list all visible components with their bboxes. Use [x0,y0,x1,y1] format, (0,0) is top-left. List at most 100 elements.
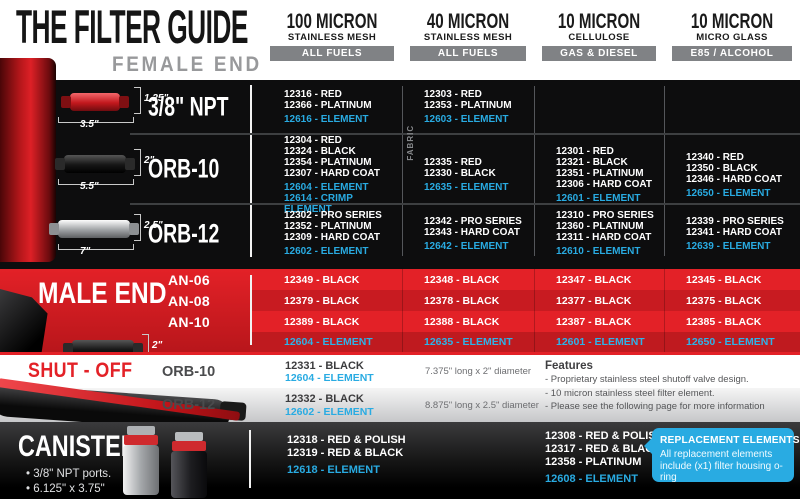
part-cell: 12379 - BLACK [262,290,402,311]
part-cell: 12349 - BLACK [262,269,402,290]
shutoff-parts: 12331 - BLACK 12604 - ELEMENT [285,359,374,384]
micron-label: 100 MICRON [286,10,378,33]
dim-height-label: 1.25" [144,92,169,104]
element-numbers: 12602 - ELEMENT [284,246,369,257]
an-row-label: AN-06 [168,271,210,288]
part-cell: 12375 - BLACK [664,290,800,311]
part-numbers: 12339 - PRO SERIES 12341 - HARD COAT [686,215,784,238]
filter-cylinder [49,219,139,238]
part-numbers: 12342 - PRO SERIES 12343 - HARD COAT [424,215,522,238]
micron-label: 40 MICRON [426,10,510,33]
red-filter-photo [0,58,56,262]
dim-bracket-h [58,179,134,185]
element-numbers: 12635 - ELEMENT [424,182,509,193]
shutoff-parts: 12332 - BLACK 12602 - ELEMENT [285,393,374,418]
dim-width-label: 3.5" [80,118,99,130]
row-label: ORB-10 [148,153,220,184]
fuel-badge: ALL FUELS [409,46,527,61]
part-numbers: 12310 - PRO SERIES 12360 - PLATINUM 1231… [556,210,654,243]
element-number: 12650 - ELEMENT [686,336,775,348]
part-number: 12375 - BLACK [686,294,762,307]
shutoff-row-label: ORB-12 [162,397,216,413]
canister-section: CANISTER 3/8" NPT ports. 6.125" x 3.75" … [0,422,800,499]
part-number: 12332 - BLACK [285,392,364,405]
column-header-40-micron: 40 MICRON STAINLESS MESH ALL FUELS [402,10,534,61]
part-number: 12345 - BLACK [686,273,762,286]
part-cell: 12316 - RED 12366 - PLATINUM 12616 - ELE… [262,80,402,133]
canister-mesh-cell: 12318 - RED & POLISH 12319 - RED & BLACK… [287,434,406,477]
part-numbers: 12304 - RED 12324 - BLACK 12354 - PLATIN… [284,135,380,179]
part-numbers: 12318 - RED & POLISH 12319 - RED & BLACK [287,434,406,459]
part-numbers: 12302 - PRO SERIES 12352 - PLATINUM 1230… [284,210,382,243]
row-divider [130,133,800,135]
filter-cylinder [61,92,129,111]
dim-width-label: 5.5" [80,181,99,192]
canister-bullet: 6.125" x 3.75" [26,483,104,495]
dim-height-label: 2.5" [144,219,163,231]
part-number: 12347 - BLACK [556,273,632,286]
part-cell-empty [664,80,800,133]
element-numbers: 12603 - ELEMENT [424,113,509,125]
part-number: 12385 - BLACK [686,315,762,328]
features-title: Features [545,360,593,372]
part-cell: 12340 - RED 12350 - BLACK 12346 - HARD C… [664,135,800,215]
element-numbers: 12642 - ELEMENT [424,240,509,252]
element-numbers: 12618 - ELEMENT [287,464,380,476]
part-number: 12389 - BLACK [284,315,360,328]
element-numbers: 12601 - ELEMENT [556,193,641,204]
shutoff-row-label: ORB-10 [162,363,216,380]
part-cell: 12378 - BLACK [402,290,534,311]
shutoff-label: SHUT - OFF [28,359,133,382]
element-numbers: 12610 - ELEMENT [556,246,641,257]
part-cell: 12388 - BLACK [402,311,534,332]
column-divider [402,86,403,256]
callout-body: All replacement elements include (x1) fi… [660,449,783,483]
label-column-divider [249,430,251,488]
filter-cylinder [55,155,135,173]
part-numbers: 12340 - RED 12350 - BLACK 12346 - HARD C… [686,151,782,185]
element-numbers: 12604 - ELEMENT 12614 - CRIMP ELEMENT [284,182,369,215]
part-numbers: 12335 - RED 12330 - BLACK [424,157,496,179]
male-left-panel: MALE END 2" 5.5" [0,269,250,352]
an-row-label: AN-08 [168,292,210,309]
element-cell: 12650 - ELEMENT [664,332,800,352]
part-number: 12378 - BLACK [424,294,500,307]
part-number: 12349 - BLACK [284,273,360,286]
shutoff-row-orb10: ORB-10 12331 - BLACK 12604 - ELEMENT 7.3… [0,355,800,388]
dim-height-label: 2" [144,155,155,166]
element-numbers: 12650 - ELEMENT [686,187,771,199]
filter-cylinder [63,340,143,352]
element-number: 12635 - ELEMENT [424,336,513,348]
part-cell: 12385 - BLACK [664,311,800,332]
shutoff-section: ORB-10 12331 - BLACK 12604 - ELEMENT 7.3… [0,352,800,422]
orb12-filter-image: 2.5" 7" [49,211,163,257]
row-divider [130,203,800,205]
dim-bracket-v [134,149,141,176]
features-block: Features - Proprietary stainless steel s… [545,360,765,414]
male-filter-image: 2" 5.5" [58,331,170,352]
part-cell: 12342 - PRO SERIES 12343 - HARD COAT 126… [402,205,534,262]
table-row-npt: 1.25" 3.5" 3/8" NPT 12316 - RED 12366 - … [0,80,800,160]
dim-bracket-h [58,243,134,250]
element-number: 12601 - ELEMENT [556,336,645,348]
element-numbers: 12608 - ELEMENT [545,473,638,485]
part-cell: 12335 - RED 12330 - BLACK 12635 - ELEMEN… [402,135,534,215]
features-list: - Proprietary stainless steel shutoff va… [545,374,765,412]
part-number: 12387 - BLACK [556,315,632,328]
element-numbers: 12639 - ELEMENT [686,240,771,252]
column-header-10-micron-cellulose: 10 MICRON CELLULOSE GAS & DIESEL [534,10,664,61]
part-cell: 12339 - PRO SERIES 12341 - HARD COAT 126… [664,205,800,262]
column-divider [402,269,403,352]
table-row-orb10: 2" 5.5" ORB-10 12304 - RED 12324 - BLACK… [0,135,800,215]
part-cell: 12377 - BLACK [534,290,664,311]
female-end-subtitle: FEMALE END [112,53,262,76]
part-cell: 12302 - PRO SERIES 12352 - PLATINUM 1230… [262,205,402,262]
npt-filter-image: 1.25" 3.5" [50,84,168,130]
fuel-badge: ALL FUELS [270,46,394,61]
column-divider [534,86,535,256]
dim-height-label: 2" [152,340,163,351]
micron-label: 10 MICRON [557,10,641,33]
canister-label: CANISTER [18,430,138,463]
part-cell-empty [534,80,664,133]
